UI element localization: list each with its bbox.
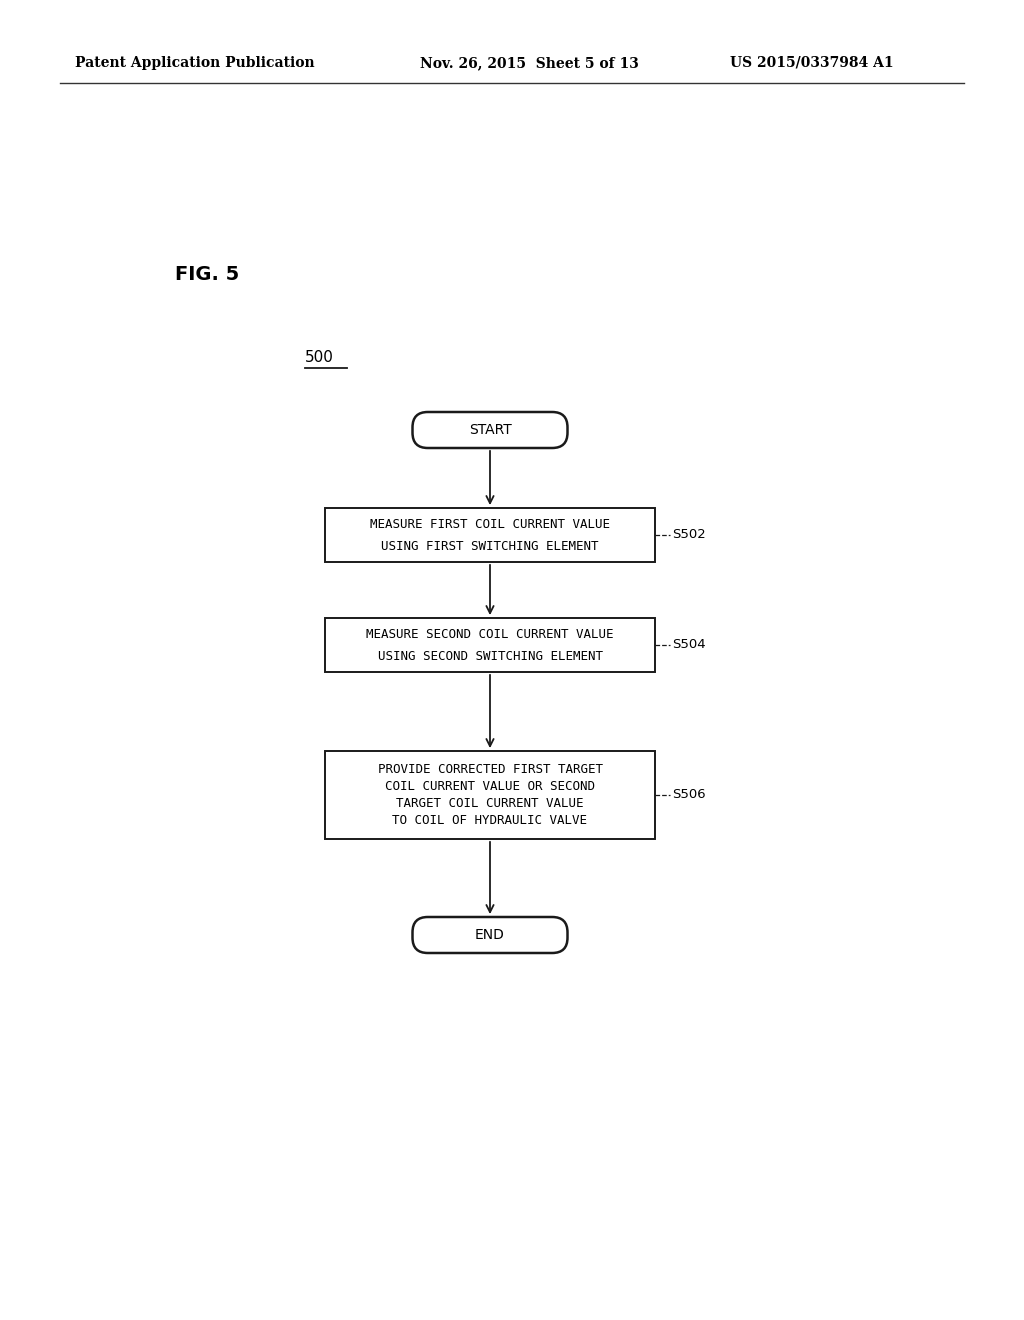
Text: S506: S506 xyxy=(672,788,706,801)
Text: S502: S502 xyxy=(672,528,706,541)
Text: USING FIRST SWITCHING ELEMENT: USING FIRST SWITCHING ELEMENT xyxy=(381,540,599,553)
Text: Patent Application Publication: Patent Application Publication xyxy=(75,55,314,70)
Text: 500: 500 xyxy=(305,350,334,366)
Bar xyxy=(325,618,655,672)
Text: END: END xyxy=(475,928,505,942)
Text: MEASURE FIRST COIL CURRENT VALUE: MEASURE FIRST COIL CURRENT VALUE xyxy=(370,519,610,532)
Text: FIG. 5: FIG. 5 xyxy=(175,265,240,285)
Text: Nov. 26, 2015  Sheet 5 of 13: Nov. 26, 2015 Sheet 5 of 13 xyxy=(420,55,639,70)
Text: USING SECOND SWITCHING ELEMENT: USING SECOND SWITCHING ELEMENT xyxy=(378,649,602,663)
Text: COIL CURRENT VALUE OR SECOND: COIL CURRENT VALUE OR SECOND xyxy=(385,780,595,793)
Text: TO COIL OF HYDRAULIC VALVE: TO COIL OF HYDRAULIC VALVE xyxy=(392,814,588,828)
Text: S504: S504 xyxy=(672,639,706,652)
Text: US 2015/0337984 A1: US 2015/0337984 A1 xyxy=(730,55,894,70)
FancyBboxPatch shape xyxy=(413,412,567,447)
Text: TARGET COIL CURRENT VALUE: TARGET COIL CURRENT VALUE xyxy=(396,797,584,810)
Bar xyxy=(325,751,655,840)
Text: MEASURE SECOND COIL CURRENT VALUE: MEASURE SECOND COIL CURRENT VALUE xyxy=(367,628,613,642)
FancyBboxPatch shape xyxy=(413,917,567,953)
Text: PROVIDE CORRECTED FIRST TARGET: PROVIDE CORRECTED FIRST TARGET xyxy=(378,763,602,776)
Bar xyxy=(325,508,655,562)
Text: START: START xyxy=(469,422,511,437)
